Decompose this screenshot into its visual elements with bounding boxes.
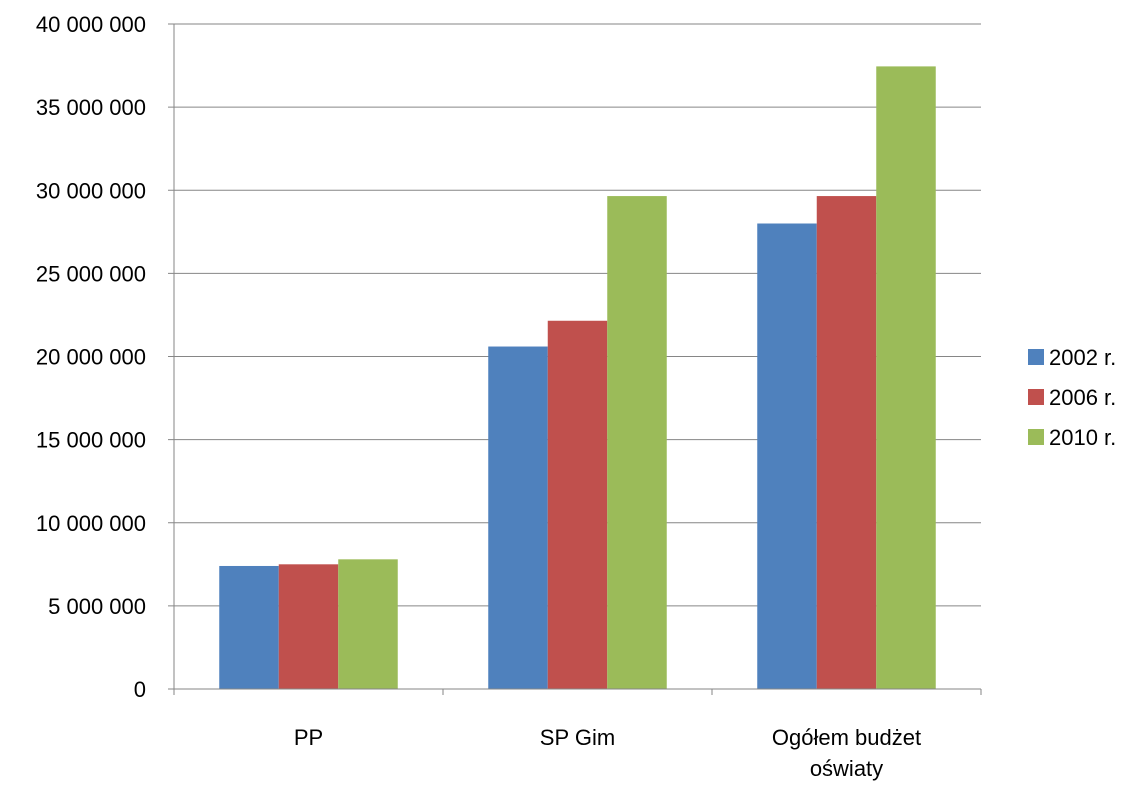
y-tick-label: 15 000 000 bbox=[36, 428, 146, 453]
axes bbox=[168, 23, 982, 695]
x-category-label: Ogółem budżet bbox=[772, 725, 921, 750]
y-tick-label: 5 000 000 bbox=[48, 594, 146, 619]
y-tick-label: 30 000 000 bbox=[36, 178, 146, 203]
y-tick-label: 35 000 000 bbox=[36, 95, 146, 120]
x-axis-category-labels: PP SP Gim Ogółem budżet oświaty bbox=[294, 725, 921, 781]
legend-swatch bbox=[1028, 429, 1044, 445]
bar-2010r-0 bbox=[338, 559, 398, 689]
y-tick-label: 0 bbox=[134, 677, 146, 702]
legend: 2002 r. 2006 r. 2010 r. bbox=[1028, 345, 1116, 450]
bar-2006r-2 bbox=[816, 196, 877, 689]
bar-2010r-2 bbox=[876, 66, 936, 690]
y-axis-tick-labels: 0 5 000 000 10 000 000 15 000 000 20 000 000… bbox=[36, 12, 146, 702]
x-category-label: PP bbox=[294, 725, 323, 750]
legend-swatch bbox=[1028, 389, 1044, 405]
legend-swatch bbox=[1028, 349, 1044, 365]
legend-label: 2002 r. bbox=[1049, 345, 1116, 370]
bar-2006r-0 bbox=[278, 564, 339, 689]
bar-2010r-1 bbox=[607, 196, 667, 689]
x-category-label: oświaty bbox=[810, 756, 883, 781]
y-tick-label: 25 000 000 bbox=[36, 261, 146, 286]
y-tick-label: 20 000 000 bbox=[36, 345, 146, 370]
bars-group bbox=[219, 66, 936, 690]
y-tick-label: 40 000 000 bbox=[36, 12, 146, 37]
legend-label: 2010 r. bbox=[1049, 425, 1116, 450]
bar-2002r-0 bbox=[219, 565, 279, 689]
legend-label: 2006 r. bbox=[1049, 385, 1116, 410]
bar-2002r-2 bbox=[757, 223, 817, 689]
x-category-label: SP Gim bbox=[540, 725, 615, 750]
bar-2002r-1 bbox=[488, 346, 548, 689]
bar-2006r-1 bbox=[547, 320, 608, 689]
y-tick-label: 10 000 000 bbox=[36, 511, 146, 536]
